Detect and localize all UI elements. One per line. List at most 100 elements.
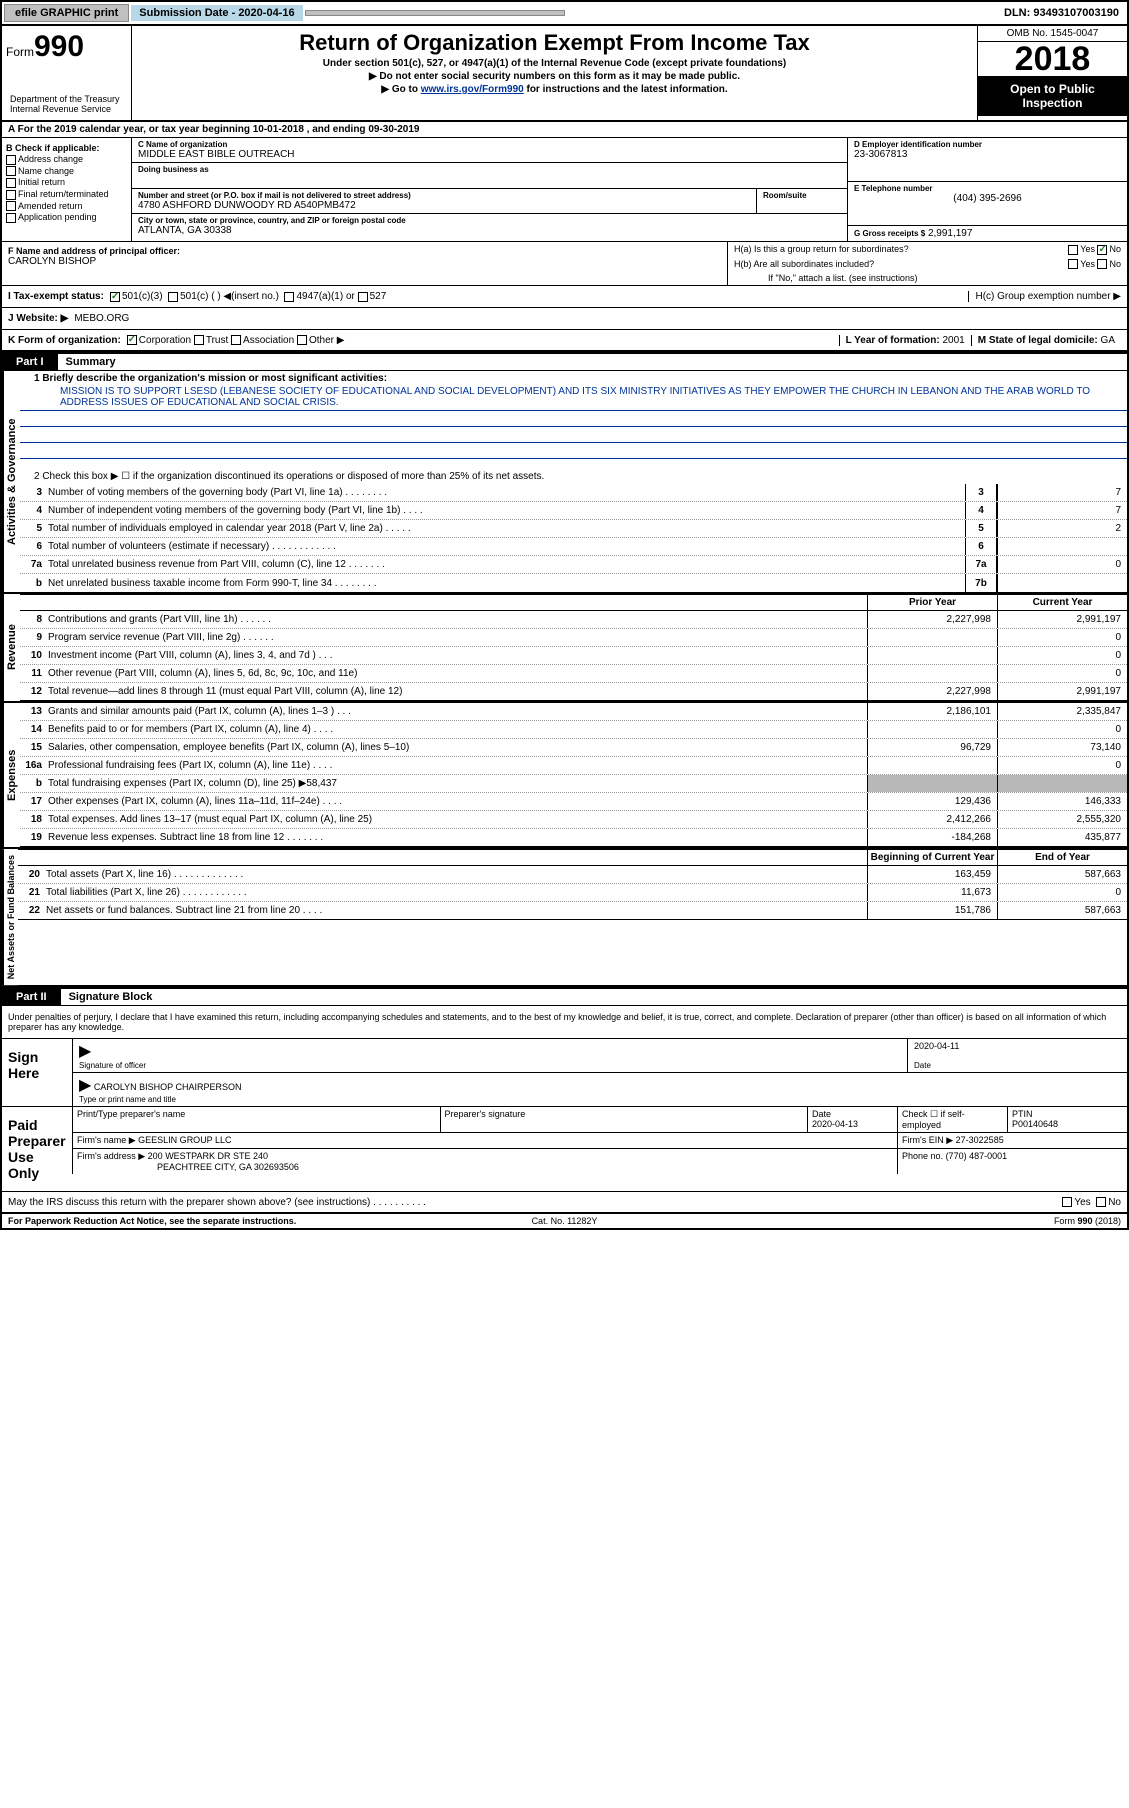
- rev-header: Prior Year Current Year: [20, 594, 1127, 611]
- chk-name[interactable]: Name change: [6, 166, 127, 177]
- l1-lbl: 1 Briefly describe the organization's mi…: [20, 371, 1127, 384]
- chk-other[interactable]: [297, 335, 307, 345]
- th-eoy: End of Year: [997, 850, 1127, 865]
- line-8: 8Contributions and grants (Part VIII, li…: [20, 611, 1127, 629]
- firm-phone-cell: Phone no. (770) 487-0001: [897, 1149, 1127, 1174]
- section-revenue: Revenue Prior Year Current Year 8Contrib…: [2, 594, 1127, 703]
- main-title: Return of Organization Exempt From Incom…: [140, 30, 969, 56]
- dba-box: Doing business as: [132, 163, 847, 189]
- mission-blank3: [20, 443, 1127, 459]
- section-governance: Activities & Governance 1 Briefly descri…: [2, 371, 1127, 594]
- chk-address[interactable]: Address change: [6, 154, 127, 165]
- tax-period: A For the 2019 calendar year, or tax yea…: [2, 122, 1127, 138]
- dept-label: Department of the Treasury Internal Reve…: [6, 92, 127, 116]
- tax-year: 2018: [978, 42, 1127, 76]
- chk-assoc[interactable]: [231, 335, 241, 345]
- blank-button[interactable]: [305, 10, 565, 16]
- line-18: 18Total expenses. Add lines 13–17 (must …: [20, 811, 1127, 829]
- i-row: I Tax-exempt status: 501(c)(3) 501(c) ( …: [2, 286, 1127, 308]
- paid-lbl: Paid Preparer Use Only: [2, 1107, 72, 1191]
- line-15: 15Salaries, other compensation, employee…: [20, 739, 1127, 757]
- line-10: 10Investment income (Part VIII, column (…: [20, 647, 1127, 665]
- ein-box: D Employer identification number 23-3067…: [848, 138, 1127, 182]
- chk-final[interactable]: Final return/terminated: [6, 189, 127, 200]
- chk-4947[interactable]: [284, 292, 294, 302]
- vlabel-exp: Expenses: [2, 703, 20, 847]
- line-13: 13Grants and similar amounts paid (Part …: [20, 703, 1127, 721]
- vlabel-gov: Activities & Governance: [2, 371, 20, 592]
- chk-501c3[interactable]: [110, 292, 120, 302]
- net-lines: 20Total assets (Part X, line 16) . . . .…: [18, 866, 1127, 920]
- addr-split: Number and street (or P.O. box if mail i…: [132, 189, 847, 214]
- prep-row1: Print/Type preparer's name Preparer's si…: [72, 1107, 1127, 1133]
- j-lbl: J Website: ▶: [8, 313, 68, 324]
- form-number-block: Form990 Department of the Treasury Inter…: [2, 26, 132, 120]
- chk-amended[interactable]: Amended return: [6, 201, 127, 212]
- line-5: 5Total number of individuals employed in…: [20, 520, 1127, 538]
- form-number: 990: [34, 30, 84, 63]
- line-4: 4Number of independent voting members of…: [20, 502, 1127, 520]
- chk-trust[interactable]: [194, 335, 204, 345]
- subtitle-2: ▶ Do not enter social security numbers o…: [140, 71, 969, 82]
- line-b: bTotal fundraising expenses (Part IX, co…: [20, 775, 1127, 793]
- entity-block: B Check if applicable: Address change Na…: [2, 138, 1127, 242]
- gross-box: G Gross receipts $ 2,991,197: [848, 226, 1127, 241]
- addr-box: Number and street (or P.O. box if mail i…: [132, 189, 757, 214]
- firm-addr-cell: Firm's address ▶ 200 WESTPARK DR STE 240…: [72, 1149, 897, 1174]
- f-officer: F Name and address of principal officer:…: [2, 242, 727, 285]
- form-prefix: Form: [6, 45, 34, 59]
- gross-lbl: G Gross receipts $: [854, 229, 925, 238]
- line-17: 17Other expenses (Part IX, column (A), l…: [20, 793, 1127, 811]
- h-note: If "No," attach a list. (see instruction…: [728, 271, 1127, 285]
- th-prior: Prior Year: [867, 595, 997, 610]
- j-row: J Website: ▶ MEBO.ORG: [2, 308, 1127, 330]
- sig-officer-cell: ▶ Signature of officer: [72, 1039, 907, 1073]
- irs-link[interactable]: www.irs.gov/Form990: [421, 84, 524, 95]
- vlabel-rev: Revenue: [2, 594, 20, 701]
- line-b: bNet unrelated business taxable income f…: [20, 574, 1127, 592]
- org-name-box: C Name of organization MIDDLE EAST BIBLE…: [132, 138, 847, 163]
- name-lbl: C Name of organization: [138, 140, 841, 149]
- prep-date-cell: Date2020-04-13: [807, 1107, 897, 1132]
- chk-corp[interactable]: [127, 335, 137, 345]
- chk-501c[interactable]: [168, 292, 178, 302]
- part2-tab: Part II: [2, 989, 61, 1005]
- column-c: C Name of organization MIDDLE EAST BIBLE…: [132, 138, 847, 241]
- ein-lbl: D Employer identification number: [854, 140, 1121, 149]
- prep-ptin-cell: PTINP00140648: [1007, 1107, 1127, 1132]
- open-public: Open to Public Inspection: [978, 76, 1127, 116]
- sub3-pre: ▶ Go to: [381, 84, 420, 95]
- org-name: MIDDLE EAST BIBLE OUTREACH: [138, 149, 841, 160]
- phone-box: E Telephone number (404) 395-2696: [848, 182, 1127, 226]
- phone-val: (404) 395-2696: [854, 193, 1121, 204]
- line-19: 19Revenue less expenses. Subtract line 1…: [20, 829, 1127, 847]
- efile-button[interactable]: efile GRAPHIC print: [4, 4, 129, 22]
- chk-initial[interactable]: Initial return: [6, 177, 127, 188]
- topbar: efile GRAPHIC print Submission Date - 20…: [2, 2, 1127, 26]
- mission-blank2: [20, 427, 1127, 443]
- form-990-label: Form990: [6, 30, 127, 64]
- gov-body: 1 Briefly describe the organization's mi…: [20, 371, 1127, 592]
- section-expenses: Expenses 13Grants and similar amounts pa…: [2, 703, 1127, 849]
- column-right: D Employer identification number 23-3067…: [847, 138, 1127, 241]
- prep-sig-cell: Preparer's signature: [440, 1107, 808, 1132]
- gross-val: 2,991,197: [928, 228, 973, 239]
- th-boy: Beginning of Current Year: [867, 850, 997, 865]
- hb-lbl: H(b) Are all subordinates included?: [734, 259, 874, 270]
- l-block: L Year of formation: 2001: [839, 335, 971, 346]
- discuss-yn: Yes No: [1062, 1197, 1121, 1208]
- dba-lbl: Doing business as: [138, 165, 841, 174]
- rev-body: Prior Year Current Year 8Contributions a…: [20, 594, 1127, 701]
- th-curr: Current Year: [997, 595, 1127, 610]
- k-lbl: K Form of organization:: [8, 335, 121, 346]
- chk-527[interactable]: [358, 292, 368, 302]
- line-21: 21Total liabilities (Part X, line 26) . …: [18, 884, 1127, 902]
- city-lbl: City or town, state or province, country…: [138, 216, 841, 225]
- line-9: 9Program service revenue (Part VIII, lin…: [20, 629, 1127, 647]
- form-ref: Form 990 (2018): [750, 1216, 1121, 1226]
- vlabel-net: Net Assets or Fund Balances: [2, 849, 18, 985]
- f-lbl: F Name and address of principal officer:: [8, 246, 721, 256]
- line-14: 14Benefits paid to or for members (Part …: [20, 721, 1127, 739]
- mission-text: MISSION IS TO SUPPORT LSESD (LEBANESE SO…: [20, 384, 1127, 411]
- chk-pending[interactable]: Application pending: [6, 212, 127, 223]
